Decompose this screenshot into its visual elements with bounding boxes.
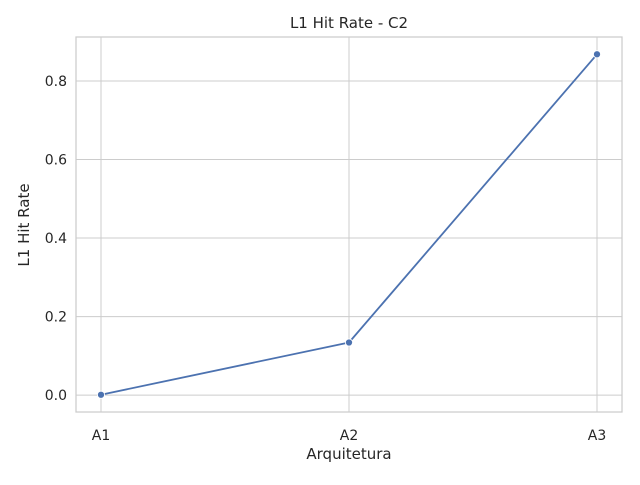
grid-layer (76, 37, 622, 412)
chart-title: L1 Hit Rate - C2 (290, 14, 408, 32)
y-tick-label: 0.6 (45, 153, 67, 169)
x-axis-label: Arquitetura (306, 445, 391, 463)
data-point (592, 50, 602, 59)
x-tick-label: A3 (588, 428, 606, 444)
y-tick-label: 0.4 (45, 231, 67, 247)
plot-border (75, 36, 623, 413)
plot-frame (75, 36, 623, 413)
y-tick-label: 0.8 (45, 74, 67, 90)
x-tick-label: A1 (92, 428, 110, 444)
y-axis-label: L1 Hit Rate (15, 183, 33, 266)
data-point (344, 338, 354, 347)
x-tick-labels: A1 A2 A3 (92, 428, 606, 444)
y-tick-labels: 0.0 0.2 0.4 0.6 0.8 (45, 74, 67, 404)
y-tick-label: 0.0 (45, 388, 67, 404)
y-tick-label: 0.2 (45, 310, 67, 326)
data-point (96, 390, 106, 399)
x-tick-label: A2 (340, 428, 358, 444)
series-layer (96, 50, 602, 399)
